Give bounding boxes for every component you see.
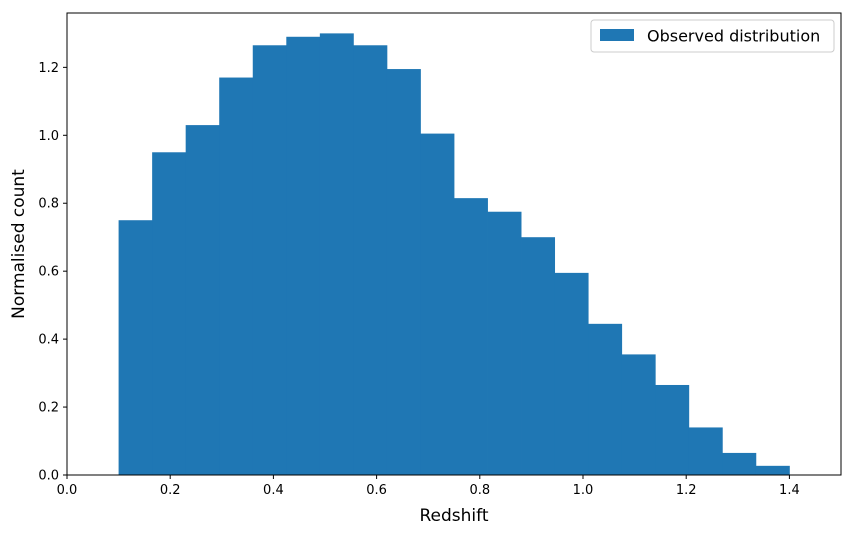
x-axis: 0.0 0.2 0.4 0.6 0.8 1.0 1.2 1.4	[57, 475, 800, 498]
histogram-bar	[319, 33, 354, 475]
histogram-bar	[621, 354, 656, 475]
legend-label: Observed distribution	[647, 27, 820, 46]
histogram-bar	[554, 272, 589, 475]
y-axis-label: Normalised count	[9, 169, 29, 319]
histogram-bar	[118, 220, 153, 475]
y-tick-label: 1.2	[38, 61, 59, 76]
x-tick-label: 1.0	[573, 483, 594, 498]
legend-swatch	[600, 29, 634, 41]
y-tick-label: 0.8	[38, 197, 59, 212]
histogram-bar	[521, 237, 556, 475]
histogram-bar	[755, 465, 790, 475]
y-tick-label: 0.2	[38, 401, 59, 416]
x-tick-label: 1.4	[779, 483, 800, 498]
bars-group	[118, 33, 790, 476]
x-tick-label: 0.4	[263, 483, 284, 498]
plot-frame	[66, 12, 842, 476]
histogram-bar	[688, 427, 723, 475]
legend: Observed distribution	[590, 19, 835, 53]
histogram-bar	[487, 211, 522, 475]
x-tick-label: 0.6	[366, 483, 387, 498]
histogram-bar	[454, 198, 488, 475]
histogram-bar	[252, 45, 287, 475]
histogram-bar	[286, 36, 321, 475]
y-tick-label: 0.6	[38, 265, 59, 280]
y-tick-label: 1.0	[38, 129, 59, 144]
histogram-bar	[655, 384, 690, 475]
histogram-bar	[386, 69, 421, 476]
y-axis: 0.0 0.2 0.4 0.6 0.8 1.0 1.2	[38, 61, 67, 484]
histogram-bar	[722, 452, 757, 475]
histogram-bar	[420, 133, 455, 475]
histogram-bar	[152, 152, 187, 475]
y-tick-label: 0.4	[38, 333, 59, 348]
histogram-bar	[219, 77, 254, 475]
x-tick-label: 0.8	[469, 483, 490, 498]
histogram-bar	[353, 45, 388, 475]
x-tick-label: 1.2	[676, 483, 697, 498]
x-tick-label: 0.2	[160, 483, 181, 498]
legend-box	[590, 19, 835, 53]
y-tick-label: 0.0	[38, 469, 59, 484]
histogram-bar	[588, 323, 623, 475]
histogram-bar	[185, 125, 220, 476]
x-axis-label: Redshift	[419, 506, 488, 526]
x-tick-label: 0.0	[57, 483, 78, 498]
